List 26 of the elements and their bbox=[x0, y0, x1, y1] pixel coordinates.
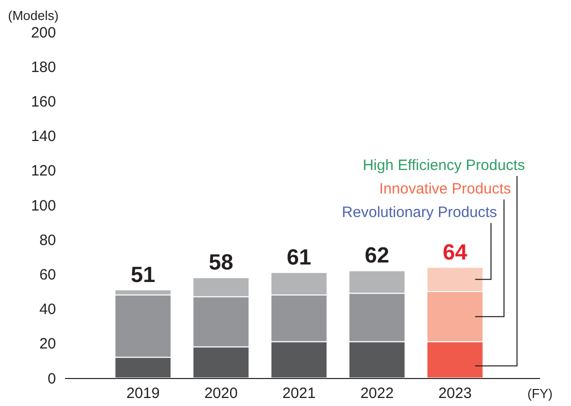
y-tick-label: 0 bbox=[48, 370, 56, 388]
total-label: 64 bbox=[442, 239, 468, 264]
x-axis-title: (FY) bbox=[527, 386, 553, 401]
total-label: 58 bbox=[208, 250, 234, 275]
total-label: 62 bbox=[364, 242, 390, 268]
x-tick-label: 2022 bbox=[360, 385, 394, 402]
y-tick-label: 160 bbox=[30, 93, 56, 110]
x-tick-label: 2023 bbox=[438, 385, 472, 402]
text: Revolutionary Products bbox=[342, 204, 497, 221]
total-label: 61 bbox=[286, 244, 312, 270]
y-tick-label: 200 bbox=[30, 24, 56, 42]
x-tick-label: 2021 bbox=[282, 385, 316, 402]
x-tick-label: 2019 bbox=[126, 385, 160, 402]
text: High Efficiency Products bbox=[362, 157, 525, 174]
y-tick-label: 180 bbox=[30, 58, 56, 76]
y-tick-label: 100 bbox=[30, 197, 56, 214]
total-label: 51 bbox=[130, 262, 156, 287]
y-tick-label: 120 bbox=[30, 162, 56, 180]
x-tick-label: 2020 bbox=[204, 385, 238, 402]
y-axis-title: (Models) bbox=[8, 8, 59, 23]
y-tick-label: 20 bbox=[39, 336, 56, 353]
text: Innovative Products bbox=[379, 180, 511, 198]
y-tick-label: 60 bbox=[39, 266, 56, 284]
y-tick-label: 140 bbox=[30, 128, 56, 146]
y-tick-label: 80 bbox=[39, 232, 56, 249]
y-tick-label: 40 bbox=[39, 301, 56, 318]
